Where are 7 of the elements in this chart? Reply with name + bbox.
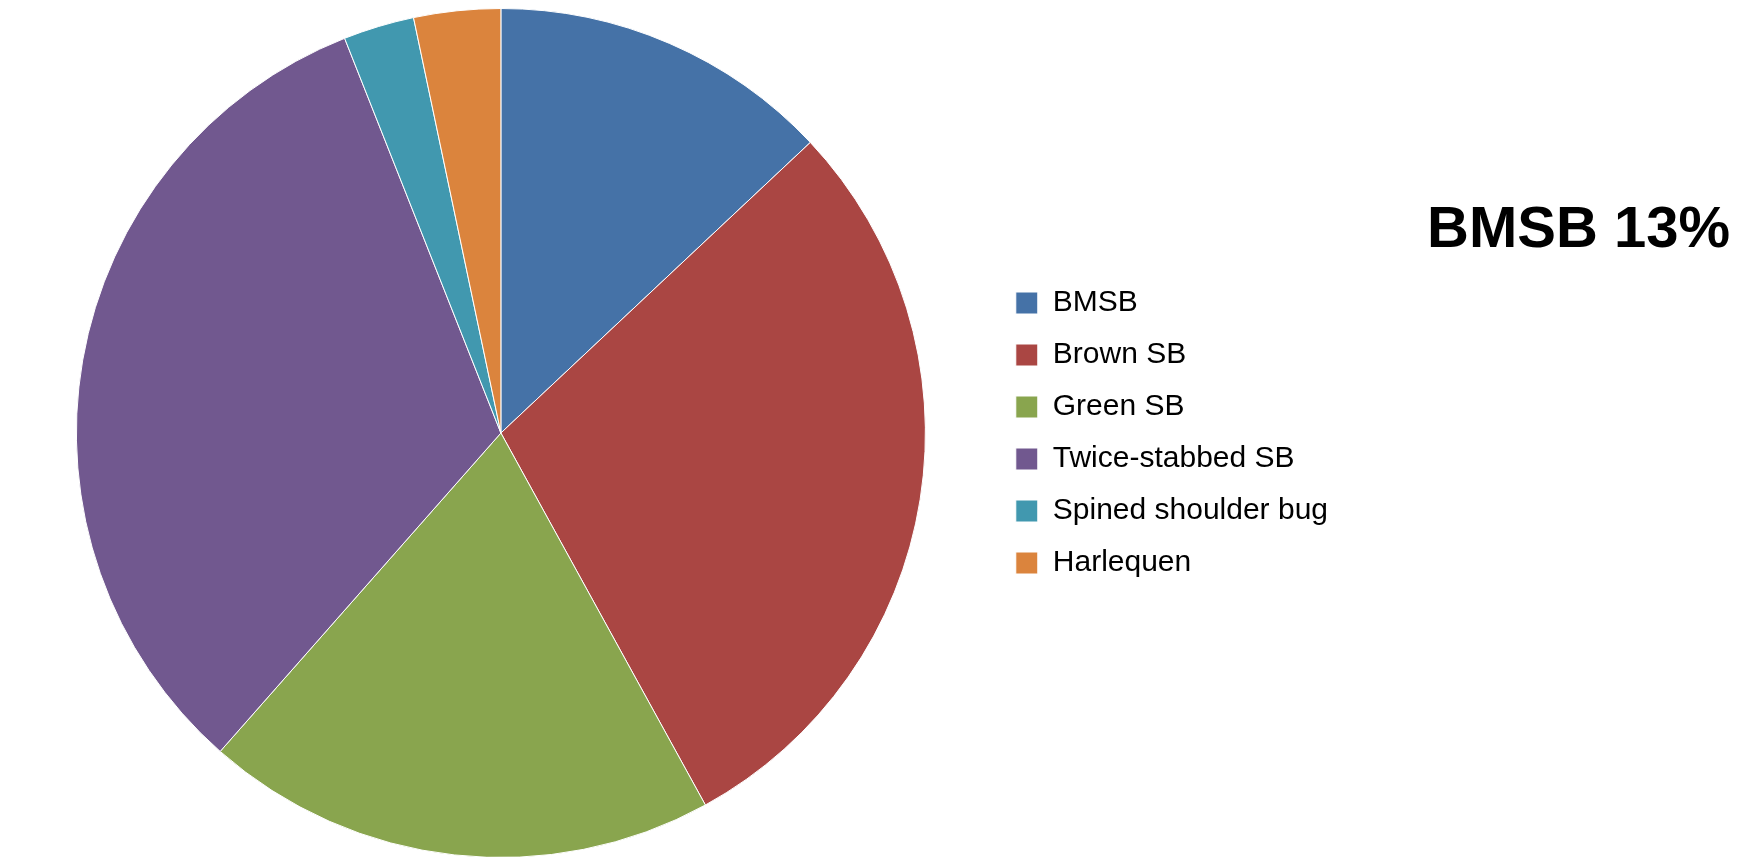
legend-label: Green SB — [1052, 388, 1185, 422]
legend-label: Twice-stabbed SB — [1052, 440, 1295, 474]
text: BMSB 13% — [1427, 193, 1730, 260]
legend-label: Harlequen — [1052, 544, 1192, 578]
legend-label: Brown SB — [1052, 336, 1187, 370]
legend-label: BMSB — [1052, 284, 1138, 318]
legend-label: Spined shoulder bug — [1052, 492, 1328, 526]
